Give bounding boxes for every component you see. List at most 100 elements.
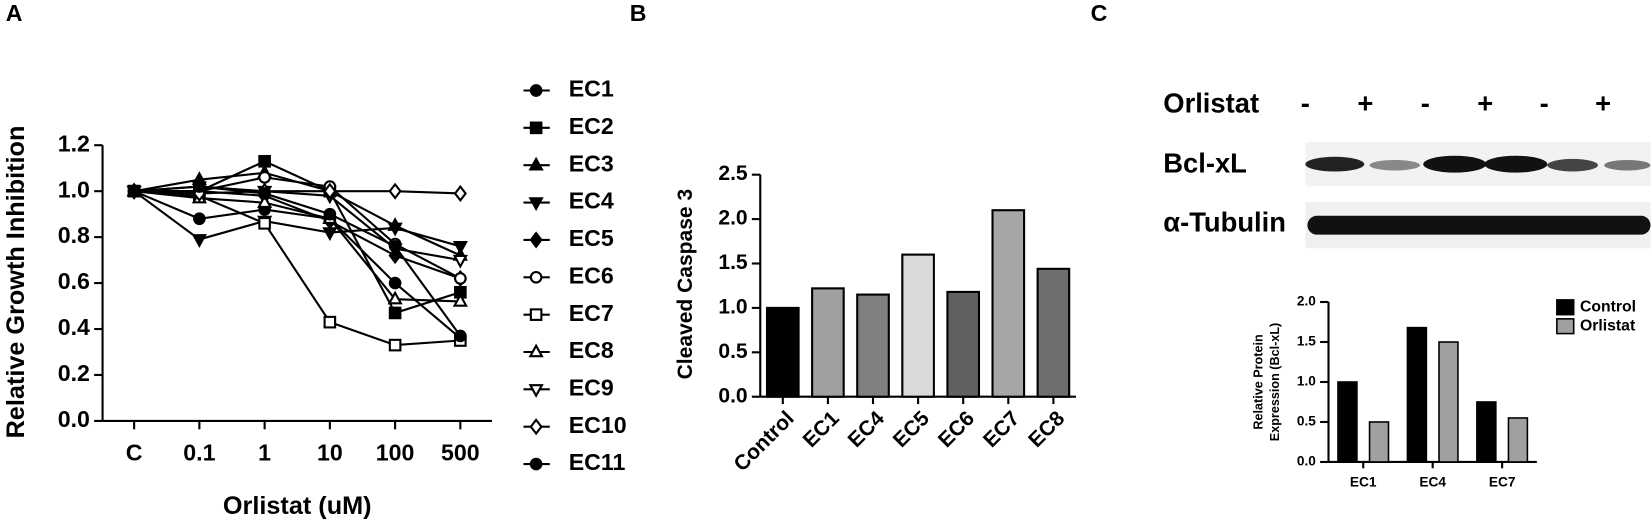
bar bbox=[765, 306, 800, 398]
legend-marker bbox=[528, 384, 544, 398]
marker bbox=[454, 329, 467, 343]
y-axis-label: Relative Protein bbox=[1251, 334, 1265, 429]
y-tick-label: 0.6 bbox=[58, 268, 90, 294]
series-line bbox=[134, 185, 461, 262]
x-tick-label: 100 bbox=[376, 440, 415, 466]
series-line bbox=[134, 160, 461, 315]
legend-label: EC3 bbox=[569, 150, 614, 176]
lane-sign: + bbox=[1595, 87, 1611, 118]
x-tick-label: EC7 bbox=[979, 407, 1024, 452]
marker bbox=[452, 292, 468, 307]
x-tick-label: C bbox=[126, 440, 143, 466]
x-tick-label: EC4 bbox=[844, 407, 889, 452]
x-tick-label: EC1 bbox=[1350, 475, 1377, 490]
legend-marker bbox=[529, 308, 543, 321]
y-axis-label: Cleaved Caspase 3 bbox=[674, 189, 697, 380]
x-tick-label: EC4 bbox=[1419, 475, 1446, 490]
blot-row-label: α-Tubulin bbox=[1163, 206, 1286, 237]
legend-label: Orlistat bbox=[1580, 317, 1636, 334]
marker bbox=[388, 306, 402, 320]
panel-label: C bbox=[1091, 0, 1108, 26]
y-axis-label: Expression (Bcl-xL) bbox=[1268, 323, 1282, 441]
legend-label: EC2 bbox=[569, 113, 614, 139]
legend-label: EC9 bbox=[569, 374, 614, 400]
y-tick-label: 0.0 bbox=[58, 406, 90, 432]
marker bbox=[258, 171, 271, 184]
marker bbox=[387, 222, 403, 237]
x-tick-label: 500 bbox=[441, 440, 480, 466]
series-line bbox=[133, 190, 461, 248]
y-tick-label: 1.5 bbox=[1297, 334, 1316, 349]
series-line bbox=[133, 190, 462, 340]
x-tick-label: EC6 bbox=[934, 407, 979, 452]
legend-label: EC6 bbox=[569, 262, 614, 288]
y-tick-label: 2.5 bbox=[718, 162, 748, 185]
x-tick-label: 1 bbox=[258, 440, 271, 466]
band bbox=[1484, 155, 1548, 173]
marker bbox=[323, 182, 337, 200]
lane-sign: - bbox=[1301, 87, 1310, 118]
x-tick-label: EC7 bbox=[1489, 475, 1516, 490]
x-tick-label: Control bbox=[730, 407, 799, 476]
legend-label: EC4 bbox=[569, 188, 614, 214]
y-tick-label: 1.0 bbox=[718, 295, 747, 318]
western-blot bbox=[1305, 142, 1651, 249]
legend-marker bbox=[528, 156, 544, 171]
marker bbox=[388, 276, 402, 290]
legend-marker bbox=[529, 231, 543, 249]
bar bbox=[811, 287, 845, 398]
marker bbox=[388, 338, 402, 352]
bar bbox=[1476, 401, 1497, 463]
series-line bbox=[134, 185, 462, 337]
bar bbox=[856, 293, 890, 398]
marker bbox=[387, 290, 403, 305]
lane-sign: - bbox=[1421, 87, 1430, 118]
series-line bbox=[134, 190, 461, 303]
legend-label: Control bbox=[1580, 298, 1636, 315]
bar bbox=[1406, 326, 1428, 463]
marker bbox=[258, 217, 271, 230]
y-tick-label: 0.5 bbox=[1297, 414, 1316, 429]
legend-marker bbox=[529, 457, 543, 471]
band bbox=[1423, 155, 1487, 173]
blot-row-label: Bcl-xL bbox=[1163, 147, 1247, 178]
legend-label: EC10 bbox=[569, 412, 627, 438]
y-tick-label: 2.0 bbox=[1297, 294, 1316, 309]
legend-label: EC8 bbox=[569, 337, 614, 363]
y-tick-label: 1.0 bbox=[58, 176, 90, 202]
legend-marker bbox=[529, 84, 543, 97]
lane-sign: + bbox=[1357, 87, 1373, 118]
y-tick-label: 0.0 bbox=[1297, 454, 1316, 469]
legend-label: EC11 bbox=[569, 449, 626, 475]
series-line bbox=[134, 190, 461, 347]
marker bbox=[454, 272, 467, 285]
marker bbox=[452, 254, 468, 269]
marker bbox=[323, 207, 337, 221]
marker bbox=[323, 315, 337, 329]
series-line bbox=[134, 190, 461, 195]
lane-sign: - bbox=[1540, 87, 1549, 118]
x-tick-label: 0.1 bbox=[183, 440, 215, 466]
legend-marker bbox=[529, 121, 543, 135]
marker bbox=[193, 180, 206, 193]
bar bbox=[901, 253, 935, 398]
bar bbox=[1507, 417, 1529, 463]
legend-swatch bbox=[1556, 299, 1575, 316]
y-tick-label: 0.8 bbox=[58, 222, 90, 248]
x-tick-label: EC8 bbox=[1024, 407, 1069, 452]
x-axis-label: Orlistat (uM) bbox=[223, 492, 372, 520]
bar bbox=[1036, 267, 1071, 398]
y-axis-label: Relative Growth Inhibition bbox=[2, 126, 30, 439]
bar bbox=[1368, 421, 1390, 463]
band bbox=[1305, 156, 1365, 172]
legend-label: EC1 bbox=[569, 76, 614, 102]
legend-marker bbox=[529, 418, 543, 436]
marker bbox=[388, 182, 402, 200]
y-tick-label: 0.5 bbox=[718, 340, 748, 363]
marker bbox=[322, 227, 338, 242]
marker bbox=[452, 241, 468, 255]
bar bbox=[1337, 381, 1358, 463]
marker bbox=[193, 212, 206, 226]
panel-label: B bbox=[630, 0, 647, 26]
marker bbox=[257, 194, 273, 208]
